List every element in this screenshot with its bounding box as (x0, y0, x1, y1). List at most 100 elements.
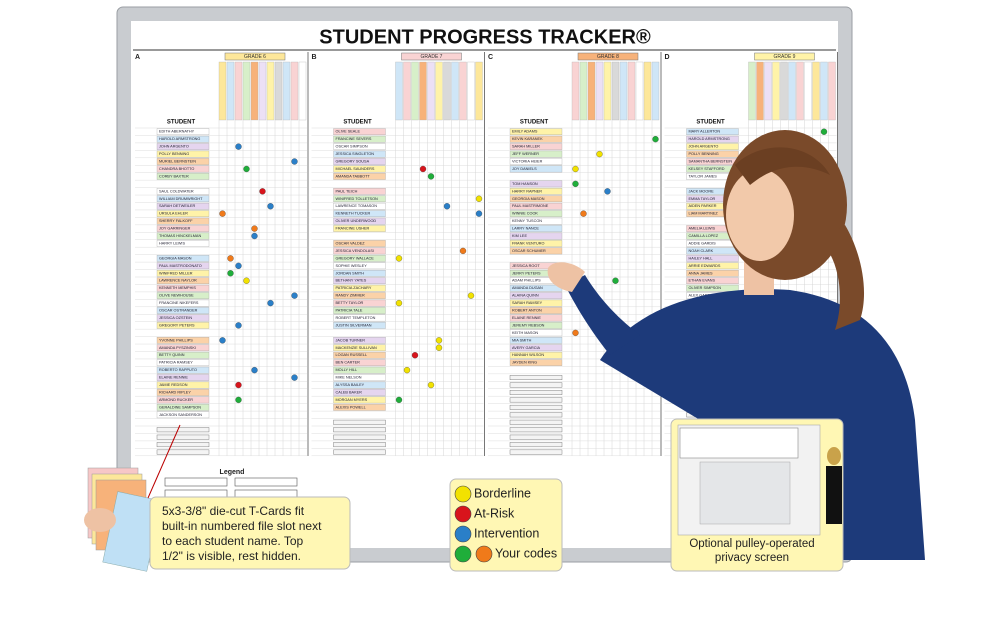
status-dot (259, 188, 266, 195)
student-name: JEREMY REBSON (512, 323, 545, 327)
student-name: ALAINA QUINN (512, 294, 539, 298)
status-dot (235, 143, 242, 150)
student-name: JACK MOORE (689, 189, 715, 193)
key-dot (454, 485, 472, 503)
student-name: JESSICA ROOT (512, 264, 540, 268)
empty-slot (509, 434, 563, 440)
student-column-label: STUDENT (343, 120, 372, 126)
student-name: GEORGIA MASON (159, 256, 192, 260)
student-name: ELAINE RENNIE (159, 376, 188, 380)
status-dot (604, 188, 611, 195)
student-name: KEITH MASON (512, 331, 538, 335)
column-header-strip (290, 61, 299, 121)
student-name: JEFF WERNER (512, 152, 539, 156)
student-name: JOHN ARGENTO (689, 145, 719, 149)
column-header-strip (395, 61, 403, 121)
student-name: BETHANY YATES (336, 279, 367, 283)
student-name: FRANK VENTURO (512, 241, 545, 245)
student-name: MORGAN MYERS (336, 398, 368, 402)
student-name: AMANDA PYSZINSKI (159, 346, 196, 350)
tcard (156, 150, 210, 158)
empty-slot (156, 427, 210, 433)
column-header-strip (579, 61, 588, 121)
empty-slot (509, 442, 563, 448)
tcard (333, 158, 386, 165)
student-name: BETTY TAYLOR (336, 301, 364, 305)
column-header-strip (226, 61, 235, 121)
key-label: Borderline (474, 486, 531, 500)
student-name: PATRICIA ZACHARY (336, 286, 372, 290)
tcard (156, 277, 210, 285)
privacy-callout-line: privacy screen (715, 552, 789, 564)
tcard (509, 128, 563, 136)
tcard (156, 165, 210, 173)
student-name: OLIVE NEWHOUSE (159, 294, 194, 298)
tcard (686, 262, 739, 270)
tcard (509, 351, 563, 359)
student-name: BETTY QUINN (159, 353, 185, 357)
student-name: JORDAN SMITH (336, 271, 365, 275)
tcard (156, 322, 210, 329)
status-dot (243, 277, 250, 284)
column-header-strip (459, 61, 467, 121)
tcard (156, 359, 210, 366)
column-header-strip (218, 61, 227, 121)
tcard (509, 337, 563, 344)
column-header-strip (427, 61, 435, 121)
student-name: KIM LEE (512, 234, 527, 238)
tcard (333, 150, 386, 158)
status-dot (612, 277, 619, 284)
student-name: FRANCINE NIKEFERS (159, 301, 199, 305)
tcard (156, 158, 210, 165)
student-name: JESSICA VENDOLASI (336, 249, 374, 253)
student-name: JAYDEN KING (512, 361, 537, 365)
student-name: GREGORY SOUSA (336, 160, 370, 164)
tcard (156, 337, 210, 344)
status-dot (235, 322, 242, 329)
tcard (509, 292, 563, 299)
column-header-strip (443, 61, 451, 121)
status-dot (427, 173, 435, 180)
tcard (333, 366, 386, 374)
section-letter: A (135, 54, 140, 61)
student-name: AMELIA LEWIS (689, 227, 716, 231)
student-name: URSULA EHLER (159, 212, 188, 216)
tcard (333, 225, 386, 232)
column-header-strip (748, 61, 756, 121)
empty-slot (509, 397, 563, 403)
student-name: SOPHIE WESLEY (336, 264, 368, 268)
key-box (449, 478, 563, 572)
status-dot (251, 232, 258, 240)
status-dot (267, 299, 274, 307)
student-name: JOHN ARGENTO (159, 145, 189, 149)
student-name: FRANCINE SEVERS (336, 137, 372, 141)
tcard (333, 322, 386, 329)
column-header-strip (587, 61, 596, 121)
student-name: RANDY ZIMMER (336, 294, 366, 298)
status-dot (219, 337, 226, 344)
tcard (686, 143, 739, 150)
student-name: MURIEL BERNSTEIN (159, 160, 196, 164)
status-dot (235, 262, 242, 269)
student-name: ROBERT TEMPLETON (336, 316, 376, 320)
status-dot (580, 210, 587, 217)
student-name: AMANDA TABBOTT (336, 174, 371, 178)
student-name: PATRICIA TALE (336, 309, 363, 313)
status-dot (395, 255, 403, 262)
key-dot (475, 545, 493, 563)
student-name: VICTORIA HEIER (512, 160, 543, 164)
tcard (333, 396, 386, 404)
tcard (509, 217, 563, 225)
tcard (509, 180, 563, 188)
tcard (156, 396, 210, 404)
tcard (333, 374, 386, 381)
column-header-strip (611, 61, 620, 121)
student-name: OLIVE SEALE (336, 130, 361, 134)
column-header-strip (435, 61, 443, 121)
tcard (333, 292, 386, 299)
status-dot (572, 180, 579, 188)
student-name: FRANCINE USHER (336, 227, 370, 231)
student-name: TOM HANSON (512, 182, 538, 186)
tcard (333, 135, 386, 143)
